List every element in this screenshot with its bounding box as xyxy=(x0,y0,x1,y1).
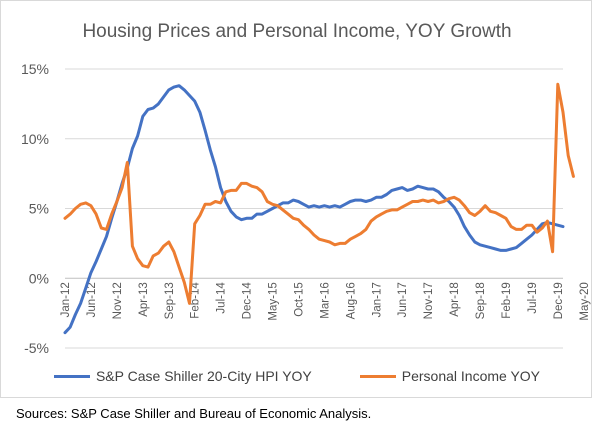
x-tick-label: Nov-17 xyxy=(423,282,435,319)
legend-swatch-income xyxy=(359,374,396,378)
x-tick-label: Sep-18 xyxy=(475,282,487,319)
chart-plot: 15% 10% 5% 0% -5% Jan-12 Jun-12 Nov-12 Apr-13 Se… xyxy=(21,61,591,356)
x-tick-label: Dec-14 xyxy=(242,282,254,320)
x-tick-label: Sep-13 xyxy=(164,282,176,319)
x-tick-label: Jun-12 xyxy=(86,282,98,317)
x-tick-label: Jul-19 xyxy=(527,282,539,313)
y-axis-ticks: 15% 10% 5% 0% -5% xyxy=(21,61,49,356)
x-tick-label: Aug-16 xyxy=(345,282,357,319)
x-tick-label: May-15 xyxy=(268,282,280,320)
y-tick-label: 15% xyxy=(21,61,49,77)
y-tick-label: 0% xyxy=(29,270,49,286)
series-lines xyxy=(63,82,575,335)
y-tick-label: -5% xyxy=(24,340,49,356)
x-tick-label: Jun-17 xyxy=(397,282,409,317)
x-tick-label: Jul-14 xyxy=(216,282,228,314)
x-tick-label: May-20 xyxy=(579,282,591,320)
x-tick-label: Mar-16 xyxy=(319,282,331,318)
x-tick-label: Jan-12 xyxy=(60,282,72,317)
legend-label-income: Personal Income YOY xyxy=(401,368,541,384)
legend-item-hpi: S&P Case Shiller 20-City HPI YOY xyxy=(53,368,312,384)
gridlines xyxy=(65,68,563,349)
x-tick-label: Apr-13 xyxy=(138,282,150,317)
income-series-line xyxy=(63,82,575,305)
y-tick-label: 10% xyxy=(21,131,49,147)
legend-swatch-hpi xyxy=(53,374,90,378)
x-tick-label: Dec-19 xyxy=(553,282,565,319)
x-tick-label: Oct-15 xyxy=(293,282,305,317)
x-tick-label: Apr-18 xyxy=(449,282,461,317)
legend-item-income: Personal Income YOY xyxy=(359,368,541,384)
x-tick-label: Jan-17 xyxy=(371,282,383,317)
x-tick-label: Feb-14 xyxy=(190,282,202,319)
chart-legend: S&P Case Shiller 20-City HPI YOY Persona… xyxy=(1,368,593,384)
legend-label-hpi: S&P Case Shiller 20-City HPI YOY xyxy=(95,368,312,384)
source-note: Sources: S&P Case Shiller and Bureau of … xyxy=(16,406,372,421)
x-axis-ticks: Jan-12 Jun-12 Nov-12 Apr-13 Sep-13 Feb-14 Jul-… xyxy=(60,282,591,321)
x-tick-label: Feb-19 xyxy=(501,282,513,318)
y-tick-label: 5% xyxy=(29,201,49,217)
chart-frame: Housing Prices and Personal Income, YOY … xyxy=(0,0,592,398)
chart-title: Housing Prices and Personal Income, YOY … xyxy=(82,21,512,42)
hpi-series-line xyxy=(63,84,565,335)
x-tick-label: Nov-12 xyxy=(112,282,124,319)
